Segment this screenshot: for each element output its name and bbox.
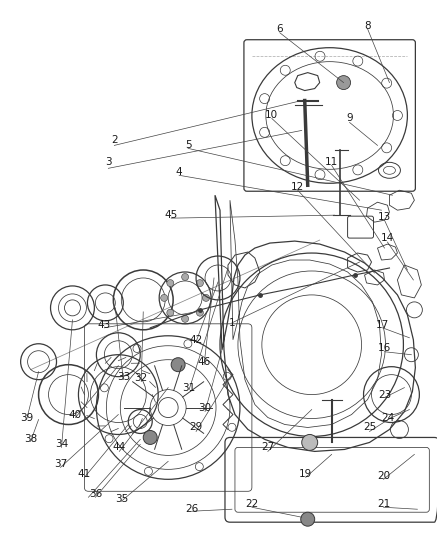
- Text: 39: 39: [20, 413, 33, 423]
- Text: 45: 45: [165, 210, 178, 220]
- Text: 22: 22: [245, 499, 258, 509]
- Text: 26: 26: [185, 504, 199, 514]
- Text: 23: 23: [378, 390, 391, 400]
- Text: 37: 37: [54, 459, 67, 470]
- Text: 10: 10: [265, 110, 279, 120]
- Circle shape: [202, 294, 209, 301]
- Text: 14: 14: [381, 233, 394, 243]
- Circle shape: [302, 434, 318, 450]
- Text: 32: 32: [134, 373, 148, 383]
- Circle shape: [161, 294, 168, 301]
- Text: 5: 5: [185, 140, 191, 150]
- Text: 17: 17: [376, 320, 389, 330]
- Text: 9: 9: [346, 114, 353, 124]
- Circle shape: [167, 280, 174, 287]
- Text: 42: 42: [190, 335, 203, 345]
- Text: 35: 35: [115, 494, 128, 504]
- Circle shape: [301, 512, 314, 526]
- Text: 41: 41: [78, 470, 91, 479]
- Text: 27: 27: [261, 442, 275, 453]
- Text: 25: 25: [363, 423, 376, 432]
- Text: 33: 33: [117, 372, 130, 382]
- Text: 44: 44: [113, 442, 126, 453]
- Circle shape: [196, 280, 203, 287]
- Text: 6: 6: [276, 24, 283, 34]
- Text: 24: 24: [381, 413, 394, 423]
- Text: 3: 3: [105, 157, 112, 167]
- Circle shape: [171, 358, 185, 372]
- Text: 46: 46: [198, 357, 211, 367]
- Text: 8: 8: [364, 21, 371, 31]
- Circle shape: [196, 309, 203, 316]
- Text: 16: 16: [378, 343, 391, 353]
- Text: 38: 38: [24, 434, 37, 445]
- Text: 11: 11: [325, 157, 338, 167]
- Circle shape: [182, 316, 189, 322]
- Text: 19: 19: [299, 470, 312, 479]
- Text: 29: 29: [190, 423, 203, 432]
- Text: 21: 21: [377, 499, 390, 509]
- Circle shape: [167, 309, 174, 316]
- Text: 4: 4: [176, 167, 183, 177]
- Text: 36: 36: [89, 489, 102, 499]
- Text: 12: 12: [291, 182, 304, 192]
- Text: 30: 30: [198, 402, 212, 413]
- Circle shape: [337, 76, 350, 90]
- Text: 34: 34: [55, 439, 68, 449]
- Text: 43: 43: [98, 320, 111, 330]
- Text: 20: 20: [377, 471, 390, 481]
- Text: 31: 31: [183, 383, 196, 393]
- Text: 40: 40: [69, 409, 82, 419]
- Circle shape: [143, 431, 157, 445]
- Text: 2: 2: [111, 135, 118, 146]
- Text: 13: 13: [378, 212, 391, 222]
- Text: 1: 1: [229, 318, 235, 328]
- Circle shape: [182, 273, 189, 280]
